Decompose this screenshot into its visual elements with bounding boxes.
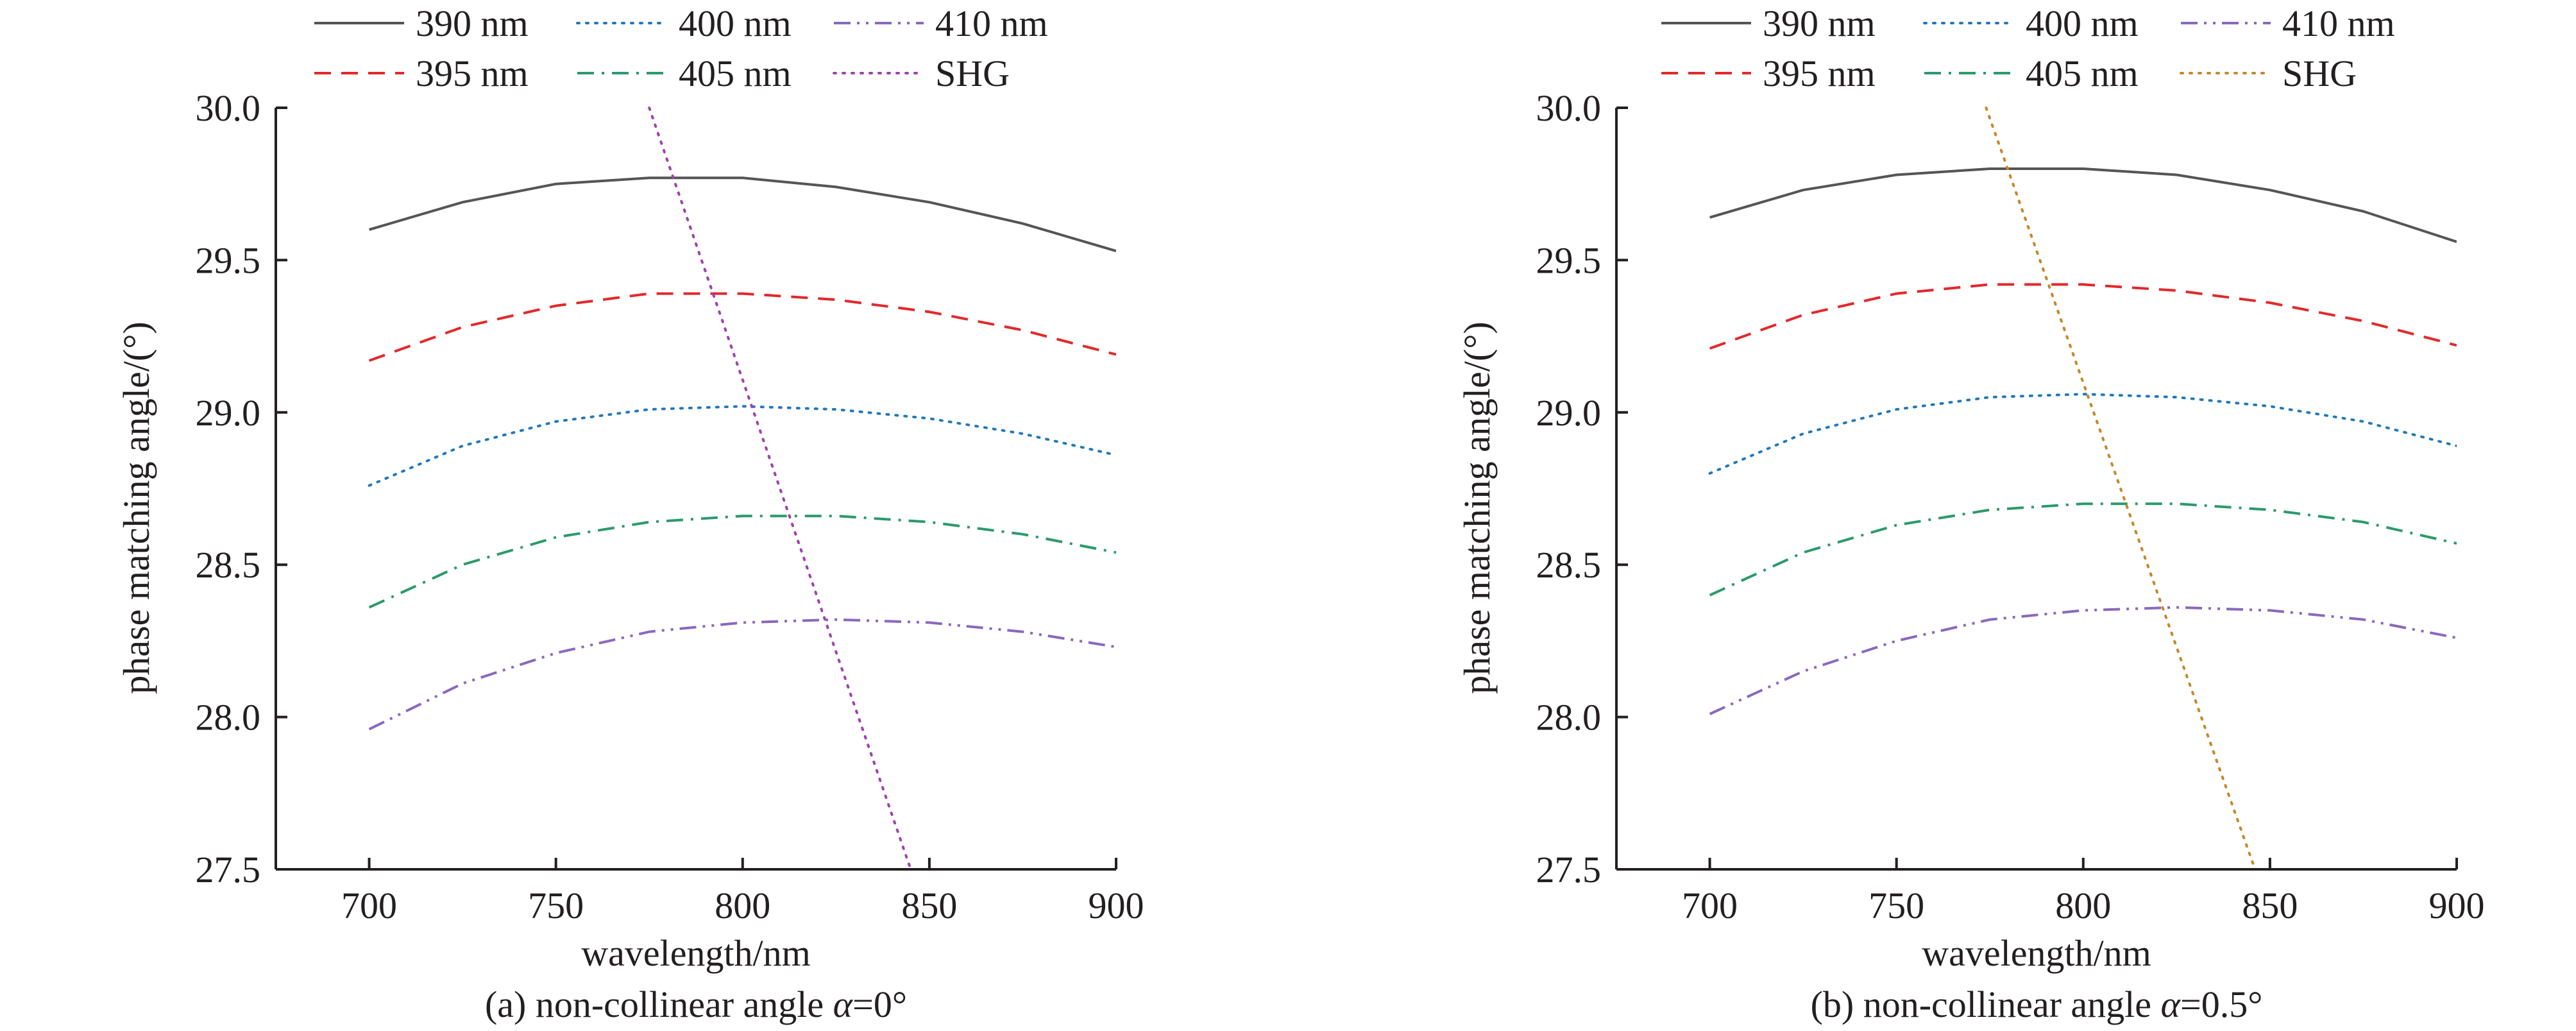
legend-label: 400 nm bbox=[2026, 3, 2139, 44]
x-tick-label: 900 bbox=[1089, 885, 1144, 926]
series-line-390-nm bbox=[369, 176, 1116, 253]
x-tick-label: 700 bbox=[1682, 885, 1738, 926]
legend-label: SHG bbox=[2282, 53, 2357, 94]
y-tick-label: 28.0 bbox=[1536, 697, 1602, 738]
series-line-shg bbox=[1985, 107, 2257, 869]
caption-prefix: (b) non-collinear angle bbox=[1811, 984, 2161, 1025]
legend-label: 390 nm bbox=[416, 3, 529, 44]
series-line-400-nm bbox=[1708, 393, 2457, 475]
series-line-shg bbox=[648, 107, 912, 869]
y-tick-label: 27.5 bbox=[1536, 849, 1602, 890]
chart-panel-b: 700 750 800 850 900 27.5 28.0 28.5 29.0 29.5 30.0 w… bbox=[1456, 3, 2485, 1025]
x-tick-label: 850 bbox=[901, 885, 957, 926]
x-axis-label: wavelength/nm bbox=[581, 932, 811, 974]
caption-suffix: =0° bbox=[852, 984, 907, 1025]
y-tick-label: 27.5 bbox=[196, 849, 261, 890]
caption-symbol: α bbox=[833, 984, 854, 1025]
x-tick-label: 750 bbox=[1868, 885, 1924, 926]
caption-suffix: =0.5° bbox=[2180, 984, 2262, 1025]
series-line-395-nm bbox=[368, 292, 1116, 362]
y-tick-label: 30.0 bbox=[196, 87, 261, 129]
x-tick-label: 800 bbox=[2055, 885, 2111, 926]
y-axis-label: phase matching angle/(°) bbox=[115, 321, 157, 694]
series-line-390-nm bbox=[1709, 167, 2457, 243]
series-line-410-nm bbox=[368, 618, 1116, 731]
legend-label: 410 nm bbox=[935, 3, 1048, 44]
x-tick-label: 850 bbox=[2242, 885, 2298, 926]
series-line-400-nm bbox=[368, 405, 1116, 487]
chart-panel-a: 700 750 800 850 900 27.5 28.0 28.5 29.0 29.5 30.0 w… bbox=[115, 3, 1144, 1025]
legend-label: 395 nm bbox=[1763, 53, 1876, 94]
y-tick-label: 29.5 bbox=[1536, 239, 1602, 281]
x-tick-label: 700 bbox=[341, 885, 397, 926]
caption-prefix: (a) non-collinear angle bbox=[485, 984, 833, 1025]
series-line-405-nm bbox=[368, 515, 1116, 609]
y-tick-label: 28.5 bbox=[196, 544, 261, 586]
legend-label: 405 nm bbox=[2026, 53, 2139, 94]
caption-symbol: α bbox=[2161, 984, 2182, 1025]
y-tick-label: 28.5 bbox=[1536, 544, 1602, 586]
y-tick-label: 29.0 bbox=[1536, 392, 1602, 434]
y-tick-label: 29.5 bbox=[196, 239, 261, 281]
panel-caption: (b) non-collinear angle α=0.5° bbox=[1811, 984, 2263, 1025]
legend-label: 390 nm bbox=[1763, 3, 1876, 44]
series-line-395-nm bbox=[1709, 283, 2457, 350]
panel-caption: (a) non-collinear angle α=0° bbox=[485, 984, 907, 1025]
y-axis-label: phase matching angle/(°) bbox=[1456, 321, 1498, 694]
x-tick-label: 900 bbox=[2429, 885, 2485, 926]
legend-label: SHG bbox=[935, 53, 1010, 94]
legend-label: 410 nm bbox=[2282, 3, 2395, 44]
series-line-405-nm bbox=[1709, 502, 2457, 597]
y-tick-label: 28.0 bbox=[196, 697, 261, 738]
legend-label: 395 nm bbox=[416, 53, 529, 94]
series-line-410-nm bbox=[1709, 606, 2457, 715]
legend-label: 405 nm bbox=[679, 53, 792, 94]
x-tick-label: 750 bbox=[528, 885, 584, 926]
x-axis-label: wavelength/nm bbox=[1922, 932, 2151, 974]
y-tick-label: 29.0 bbox=[196, 392, 261, 434]
y-tick-label: 30.0 bbox=[1536, 87, 1602, 129]
legend-label: 400 nm bbox=[679, 3, 792, 44]
x-tick-label: 800 bbox=[715, 885, 770, 926]
